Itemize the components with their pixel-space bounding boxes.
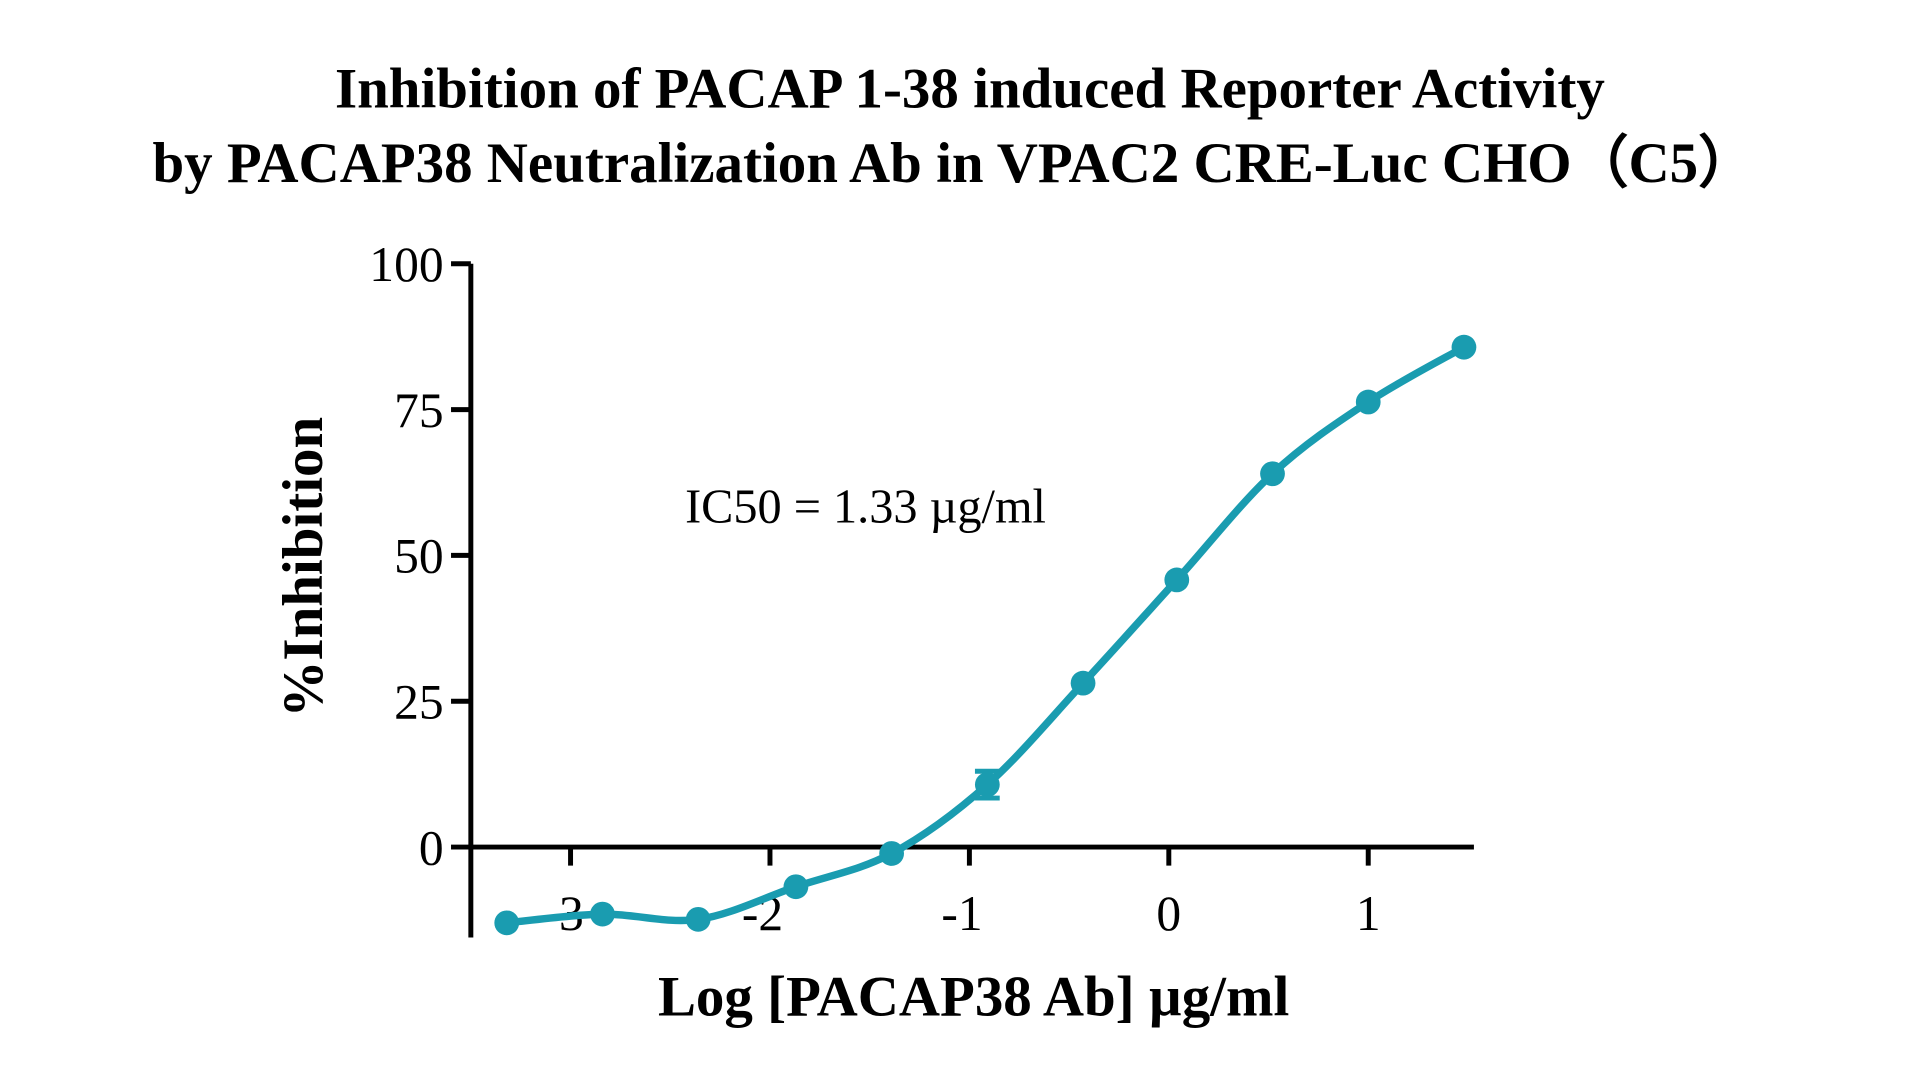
data-point	[974, 772, 1000, 798]
data-point	[1070, 670, 1096, 696]
data-point	[1164, 567, 1190, 593]
x-tick-labels: -3 -2 -1 0 1	[542, 886, 1380, 941]
y-tick-label: 100	[369, 237, 443, 292]
ic50-annotation: IC50 = 1.33 µg/ml	[685, 481, 1046, 534]
data-point	[494, 910, 520, 936]
y-tick-label: 0	[419, 820, 444, 875]
x-tick-label: -1	[941, 886, 982, 941]
y-axis-label: %Inhibition	[272, 417, 335, 718]
data-point	[685, 906, 711, 932]
chart-title-line-2: by PACAP38 Neutralization Ab in VPAC2 CR…	[152, 132, 1755, 195]
data-point	[783, 874, 809, 900]
data-point	[1355, 389, 1381, 415]
y-tick-label: 25	[394, 675, 444, 730]
x-tick-label: 0	[1156, 886, 1181, 941]
axes	[451, 261, 1474, 938]
y-tick-label: 75	[394, 383, 444, 438]
x-tick-label: 1	[1356, 886, 1381, 941]
plot-area	[494, 334, 1477, 936]
data-point	[879, 841, 905, 866]
x-axis-label: Log [PACAP38 Ab] µg/ml	[658, 965, 1289, 1028]
data-point	[1451, 334, 1477, 360]
y-tick-labels: 0 25 50 75 100	[369, 237, 443, 875]
data-point	[590, 901, 615, 927]
y-tick-label: 50	[394, 529, 444, 584]
chart-title-line-1: Inhibition of PACAP 1-38 induced Reporte…	[335, 58, 1605, 121]
data-point	[1260, 461, 1285, 487]
fit-curve	[503, 343, 1468, 927]
